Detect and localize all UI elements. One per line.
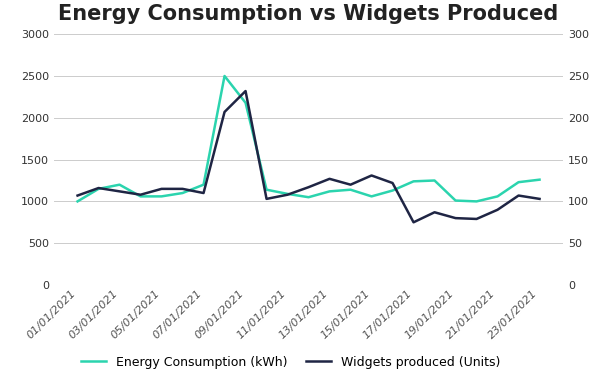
Widgets produced (Units) [305, 185, 312, 190]
Energy Consumption (kWh) [221, 74, 228, 78]
Widgets produced (Units) [410, 220, 417, 225]
Widgets produced (Units) [368, 173, 375, 178]
Widgets produced (Units) [494, 207, 501, 212]
Widgets produced (Units) [95, 186, 102, 190]
Energy Consumption (kWh) [137, 194, 144, 199]
Energy Consumption (kWh) [242, 100, 249, 105]
Legend: Energy Consumption (kWh), Widgets produced (Units): Energy Consumption (kWh), Widgets produc… [76, 351, 505, 374]
Widgets produced (Units) [473, 217, 480, 221]
Energy Consumption (kWh) [326, 189, 333, 194]
Widgets produced (Units) [200, 191, 207, 195]
Line: Energy Consumption (kWh): Energy Consumption (kWh) [77, 76, 540, 201]
Energy Consumption (kWh) [389, 188, 396, 193]
Widgets produced (Units) [452, 216, 459, 220]
Widgets produced (Units) [137, 192, 144, 197]
Energy Consumption (kWh) [431, 178, 438, 183]
Energy Consumption (kWh) [410, 179, 417, 184]
Energy Consumption (kWh) [263, 187, 270, 192]
Energy Consumption (kWh) [494, 194, 501, 199]
Widgets produced (Units) [74, 193, 81, 198]
Line: Widgets produced (Units): Widgets produced (Units) [77, 91, 540, 222]
Widgets produced (Units) [431, 210, 438, 215]
Energy Consumption (kWh) [347, 187, 354, 192]
Energy Consumption (kWh) [200, 182, 207, 187]
Widgets produced (Units) [116, 189, 123, 194]
Energy Consumption (kWh) [179, 191, 186, 195]
Energy Consumption (kWh) [452, 198, 459, 203]
Widgets produced (Units) [347, 182, 354, 187]
Energy Consumption (kWh) [74, 199, 81, 204]
Title: Energy Consumption vs Widgets Produced: Energy Consumption vs Widgets Produced [59, 4, 558, 24]
Widgets produced (Units) [515, 193, 522, 198]
Energy Consumption (kWh) [95, 187, 102, 191]
Energy Consumption (kWh) [158, 194, 165, 199]
Widgets produced (Units) [221, 110, 228, 114]
Widgets produced (Units) [242, 89, 249, 93]
Energy Consumption (kWh) [305, 195, 312, 200]
Widgets produced (Units) [389, 181, 396, 185]
Widgets produced (Units) [326, 177, 333, 181]
Widgets produced (Units) [158, 187, 165, 191]
Widgets produced (Units) [284, 192, 291, 197]
Energy Consumption (kWh) [536, 177, 543, 182]
Energy Consumption (kWh) [116, 182, 123, 187]
Energy Consumption (kWh) [473, 199, 480, 204]
Energy Consumption (kWh) [368, 194, 375, 199]
Widgets produced (Units) [179, 187, 186, 191]
Energy Consumption (kWh) [284, 192, 291, 196]
Widgets produced (Units) [263, 196, 270, 201]
Energy Consumption (kWh) [515, 180, 522, 184]
Widgets produced (Units) [536, 196, 543, 201]
